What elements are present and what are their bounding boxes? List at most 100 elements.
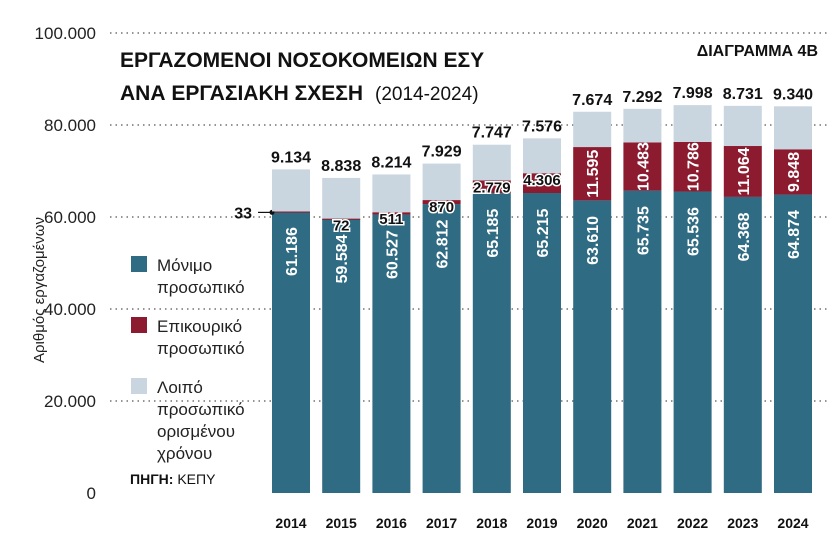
- legend-item: Λοιπό προσωπικό ορισμένου χρόνου: [131, 378, 245, 463]
- data-label: 65.536: [686, 207, 703, 256]
- bar-segment-permanent: [723, 196, 762, 493]
- bar-segment-permanent: [322, 218, 361, 493]
- bar-segment-permanent: [523, 193, 561, 494]
- source-value: ΚΕΠΥ: [177, 471, 216, 487]
- y-tick-label: 40.000: [44, 300, 96, 319]
- legend-label: ορισμένου: [157, 422, 235, 441]
- legend-swatch: [131, 317, 147, 333]
- x-tick-label: 2014: [275, 515, 306, 531]
- legend: Μόνιμο προσωπικό Επικουρικό προσωπικό Λοιπό π…: [131, 256, 245, 463]
- bar-segment-other: [573, 111, 612, 148]
- bar-segment-other: [623, 108, 662, 143]
- data-label: 59.584: [334, 234, 351, 283]
- total-label: 7.674: [572, 92, 612, 109]
- total-label: 7.576: [522, 118, 562, 135]
- total-label: 8.731: [723, 86, 763, 103]
- data-label: 62.812: [435, 219, 452, 268]
- data-label: 10.483: [635, 142, 652, 191]
- x-tick-label: 2019: [526, 515, 557, 531]
- source-note: ΠΗΓΗ: ΚΕΠΥ: [130, 471, 216, 487]
- bar-segment-auxiliary: [623, 142, 662, 191]
- data-label: 11.595: [585, 150, 602, 198]
- bar-group-2021: 65.735 10.483 7.292 2021: [622, 89, 662, 531]
- data-label: 61.186: [284, 227, 301, 276]
- bar-segment-other: [422, 163, 461, 201]
- data-label: 2.779: [473, 179, 511, 196]
- legend-label: Επικουρικό: [157, 317, 242, 336]
- data-label: 64.368: [736, 212, 753, 261]
- bar-segment-auxiliary: [523, 173, 561, 194]
- data-label: 870: [429, 199, 454, 216]
- bar-segment-permanent: [623, 190, 662, 493]
- legend-label: Λοιπό: [157, 378, 203, 397]
- bar-group-2022: 65.536 10.786 7.998 2022: [673, 85, 713, 531]
- x-tick-label: 2017: [426, 515, 457, 531]
- bar-group-2014: 61.186 33 9.134 2014: [234, 149, 311, 531]
- x-tick-label: 2018: [476, 515, 507, 531]
- bar-group-2016: 60.527 511 8.214 2016: [371, 154, 411, 531]
- data-label: 64.874: [786, 210, 803, 259]
- y-tick-label: 60.000: [44, 208, 96, 227]
- legend-item: Μόνιμο προσωπικό: [131, 256, 245, 297]
- bar-segment-permanent: [372, 214, 411, 493]
- y-tick-label: 100.000: [35, 24, 96, 43]
- x-tick-label: 2021: [627, 515, 658, 531]
- chart-subtitle: ΑΝΑ ΕΡΓΑΣΙΑΚΗ ΣΧΕΣΗ: [120, 82, 363, 105]
- bar-segment-permanent: [272, 211, 310, 493]
- total-label: 9.134: [271, 149, 311, 166]
- bar-segment-auxiliary: [774, 149, 812, 195]
- data-label: 11.064: [736, 147, 753, 195]
- bar-segment-auxiliary: [673, 141, 712, 192]
- legend-label: προσωπικό: [157, 278, 245, 297]
- bar-segment-auxiliary: [723, 146, 762, 197]
- data-label: 65.215: [535, 208, 552, 257]
- bar-group-2018: 65.185 2.779 7.747 2018: [472, 125, 513, 531]
- source-label: ΠΗΓΗ:: [130, 471, 173, 487]
- data-label: 65.185: [485, 209, 502, 258]
- x-tick-label: 2016: [376, 515, 407, 531]
- bar-segment-permanent: [573, 200, 612, 494]
- bar-segment-other: [723, 105, 762, 147]
- bar-segment-other: [372, 174, 411, 213]
- y-tick-label: 80.000: [44, 116, 96, 135]
- legend-swatch: [131, 256, 147, 272]
- total-label: 7.998: [673, 85, 713, 102]
- bar-segment-other: [774, 106, 812, 150]
- bar-group-2024: 64.874 9.848 9.340 2024: [773, 86, 813, 531]
- total-label: 7.747: [472, 125, 512, 142]
- data-label: 33: [234, 205, 252, 222]
- x-tick-label: 2024: [777, 515, 808, 531]
- bar-segment-other: [272, 169, 310, 212]
- y-axis-label: Αριθμός εργαζομένων: [31, 217, 48, 363]
- bar-group-2023: 64.368 11.064 8.731 2023: [723, 86, 763, 531]
- chart-title: ΕΡΓΑΖΟΜΕΝΟΙ ΝΟΣΟΚΟΜΕΙΩΝ ΕΣΥ: [120, 49, 484, 72]
- legend-item: Επικουρικό προσωπικό: [131, 317, 245, 358]
- bar-segment-other: [472, 144, 511, 181]
- bar-segment-other: [322, 177, 361, 219]
- x-tick-label: 2022: [677, 515, 708, 531]
- total-label: 9.340: [773, 86, 813, 103]
- bar-segment-auxiliary: [472, 180, 511, 194]
- bar-group-2017: 62.812 870 7.929 2017: [422, 144, 462, 531]
- total-label: 8.214: [371, 154, 411, 171]
- x-tick-label: 2023: [727, 515, 758, 531]
- bar-segment-permanent: [472, 193, 511, 494]
- x-tick-label: 2020: [577, 515, 608, 531]
- data-label: 63.610: [585, 216, 602, 265]
- data-label: 60.527: [384, 230, 401, 279]
- bar-group-2019: 65.215 4.306 7.576 2019: [522, 118, 563, 531]
- bar-group-2020: 63.610 11.595 7.674 2020: [572, 92, 612, 531]
- bar-segment-auxiliary: [272, 211, 310, 213]
- bar-segment-auxiliary: [573, 147, 612, 201]
- y-tick-label: 0: [87, 484, 96, 503]
- data-label: 4.306: [523, 172, 561, 189]
- total-label: 7.292: [622, 89, 662, 106]
- legend-label: χρόνου: [157, 444, 212, 463]
- data-label: 511: [379, 211, 403, 228]
- y-tick-label: 20.000: [44, 392, 96, 411]
- legend-label: Μόνιμο: [157, 256, 212, 275]
- legend-label: προσωπικό: [157, 339, 245, 358]
- legend-label: προσωπικό: [157, 400, 245, 419]
